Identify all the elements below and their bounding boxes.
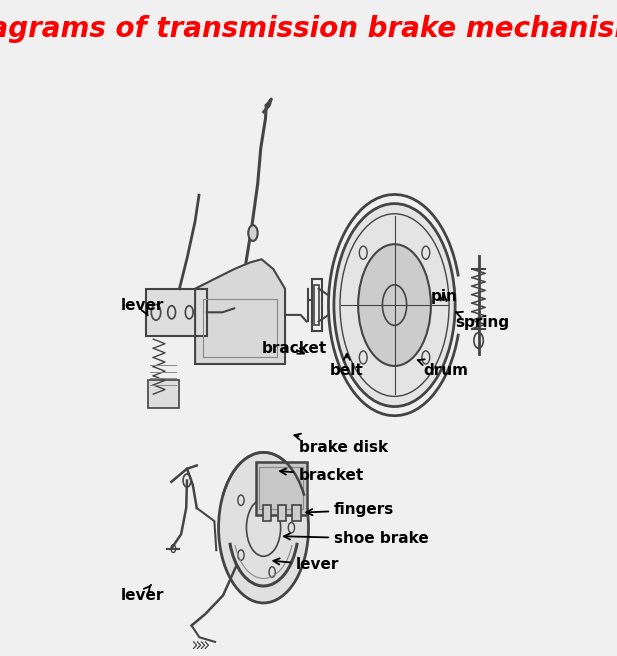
Circle shape	[248, 225, 258, 241]
Bar	[146, 289, 207, 336]
Text: lever: lever	[121, 584, 164, 603]
Circle shape	[218, 453, 308, 603]
Circle shape	[334, 203, 455, 407]
Bar	[151, 393, 167, 396]
Text: spring: spring	[455, 312, 509, 330]
Bar	[292, 504, 301, 521]
Text: fingers: fingers	[306, 502, 394, 518]
Polygon shape	[195, 259, 285, 364]
Text: belt: belt	[330, 354, 364, 378]
Text: bracket: bracket	[280, 468, 364, 483]
Bar	[255, 462, 307, 514]
Circle shape	[358, 244, 431, 366]
Text: pin: pin	[431, 289, 457, 304]
Text: lever: lever	[121, 298, 164, 316]
Bar	[278, 504, 286, 521]
Text: shoe brake: shoe brake	[284, 531, 429, 546]
Bar	[148, 380, 180, 408]
Bar	[263, 504, 271, 521]
Text: drum: drum	[418, 359, 469, 378]
Bar	[259, 468, 304, 509]
Text: brake disk: brake disk	[294, 434, 388, 455]
Text: bracket: bracket	[262, 341, 327, 356]
Text: lever: lever	[273, 558, 339, 573]
Bar	[313, 285, 320, 325]
Text: Diagrams of transmission brake mechanisms: Diagrams of transmission brake mechanism…	[0, 15, 617, 43]
Bar	[312, 279, 322, 331]
